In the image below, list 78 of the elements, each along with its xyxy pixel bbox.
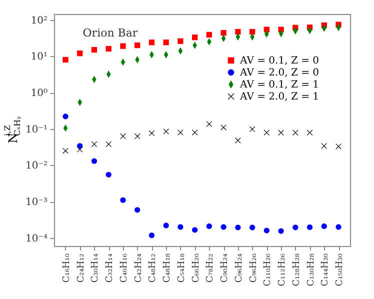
- point: [235, 224, 241, 230]
- point: [163, 222, 169, 228]
- point: [206, 121, 212, 127]
- x-tick-label: C₁₁₀H₂₆: [263, 253, 274, 286]
- point: [62, 148, 68, 154]
- point: [134, 42, 140, 48]
- point: [120, 197, 126, 203]
- point: [336, 224, 342, 230]
- point: [178, 224, 184, 230]
- y-tick-label: 10⁻²: [25, 160, 48, 172]
- point: [106, 172, 112, 178]
- point: [106, 141, 112, 147]
- x-tick-label: C₆₆H₂₀: [191, 253, 202, 283]
- x-tick-label: C₁₂₈H₂₈: [292, 253, 302, 286]
- x-tick-label: C₁₃₀H₂₈: [306, 253, 316, 286]
- point: [264, 130, 270, 136]
- legend-label: AV = 0.1, Z = 1: [239, 79, 319, 90]
- x-tick-label: C₇₈H₂₂: [206, 253, 216, 283]
- point: [220, 30, 226, 36]
- x-tick-label: C₉₆H₂₆: [248, 253, 259, 283]
- point: [306, 224, 313, 230]
- y-axis-title: Ni,ZCₓHᵧ: [3, 116, 22, 144]
- point: [62, 114, 68, 120]
- x-tick-label: C₉₀H₂₄: [220, 253, 230, 283]
- x-tick-label: C₅₄H₁₈: [176, 253, 187, 283]
- x-tick-label: C₄₈H₁₂: [148, 253, 158, 283]
- x-tick-label: C₁₅₀H₃₀: [335, 253, 346, 286]
- point: [178, 38, 184, 44]
- y-tick-label: 10⁻³: [25, 197, 48, 208]
- point: [134, 133, 140, 140]
- x-tick-label: C₁₁₂H₂₆: [278, 253, 288, 286]
- point: [163, 40, 169, 46]
- point: [106, 46, 112, 52]
- legend-label: AV = 2.0, Z = 0: [239, 67, 319, 78]
- point: [249, 224, 256, 230]
- point: [120, 43, 126, 49]
- point: [206, 32, 212, 38]
- point: [249, 28, 256, 35]
- point: [321, 223, 327, 230]
- x-tick-label: C₄₂H₂₄: [134, 253, 144, 283]
- x-tick-label: C₁₆H₁₀: [62, 253, 72, 283]
- point: [91, 141, 98, 147]
- point: [91, 158, 98, 164]
- x-tick-label: C₄₈H₁₈: [162, 253, 173, 283]
- point: [264, 228, 270, 234]
- y-tick-label: 10⁻⁴: [25, 233, 48, 244]
- point: [91, 46, 98, 53]
- point: [62, 56, 68, 63]
- point: [278, 130, 284, 136]
- x-tick-label: C₉₆H₂₄: [234, 253, 244, 283]
- point: [220, 224, 226, 230]
- point: [148, 232, 155, 238]
- point: [192, 34, 198, 40]
- point: [77, 143, 83, 149]
- point: [306, 130, 313, 136]
- point: [120, 133, 126, 140]
- y-tick-label: 10⁻¹: [25, 124, 48, 136]
- x-tick-label: C₁₄₄H₃₀: [320, 253, 331, 286]
- point: [336, 144, 342, 150]
- x-tick-label: C₃₂H₁₄: [105, 253, 116, 283]
- y-tick-label: 10⁰: [30, 88, 48, 100]
- point: [292, 224, 298, 230]
- y-tick-label: 10²: [30, 15, 48, 26]
- legend-label: AV = 0.1, Z = 0: [239, 55, 319, 66]
- point: [77, 50, 83, 56]
- legend-label: AV = 2.0, Z = 1: [239, 91, 319, 102]
- point: [235, 28, 241, 35]
- point: [206, 223, 212, 230]
- y-tick-label: 10¹: [30, 52, 48, 63]
- x-tick-label: C₄₀H₁₆: [119, 253, 130, 283]
- annotation: Orion Bar: [82, 26, 138, 40]
- point: [192, 130, 198, 136]
- x-tick-label: C₃₀H₁₄: [90, 253, 101, 283]
- point: [148, 40, 155, 46]
- point: [134, 207, 140, 213]
- point: [278, 228, 284, 234]
- point: [192, 227, 198, 233]
- x-tick-label: C₂₄H₁₂: [76, 253, 86, 283]
